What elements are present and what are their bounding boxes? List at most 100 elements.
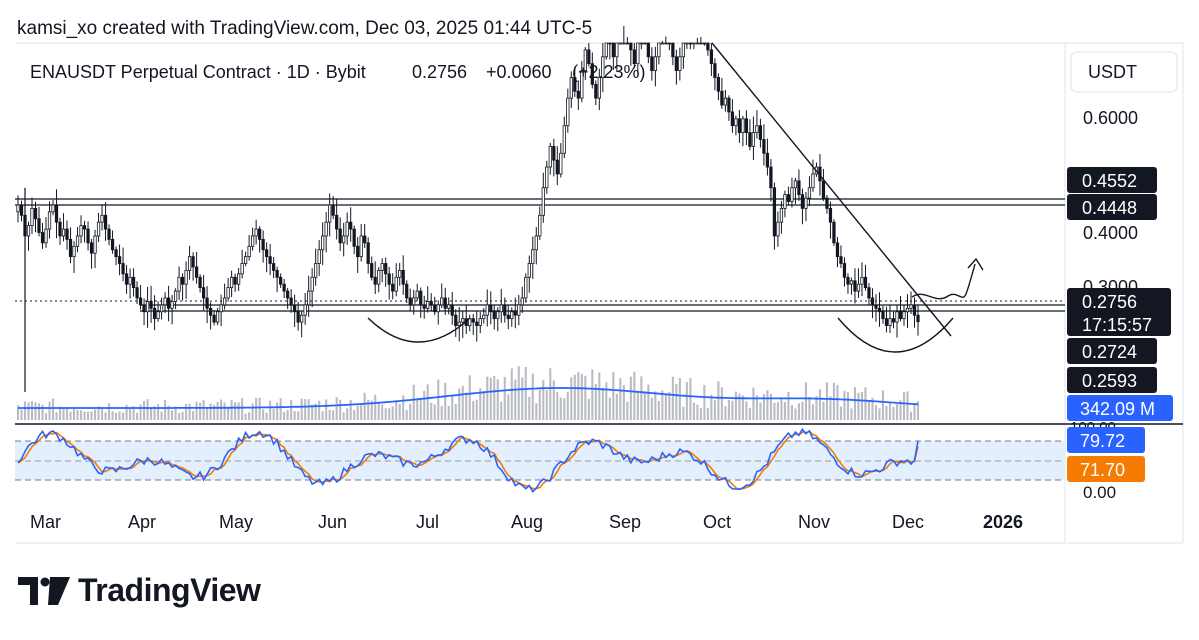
candle-body	[730, 111, 735, 127]
symbol-title[interactable]: ENAUSDT Perpetual Contract · 1D · Bybit	[30, 62, 366, 82]
candle-body	[345, 221, 349, 237]
volume-bar	[150, 407, 153, 420]
candle-body	[636, 42, 640, 65]
volume-bar	[388, 408, 391, 420]
volume-bar	[51, 398, 55, 420]
volume-bar	[223, 402, 226, 420]
volume-bar	[745, 401, 748, 420]
volume-bar	[734, 391, 737, 420]
candle-body	[208, 307, 213, 316]
volume-bar	[321, 411, 324, 420]
currency-button[interactable]	[1070, 51, 1178, 93]
volume-bar	[83, 411, 86, 420]
candle-body	[867, 287, 871, 299]
candle-body	[916, 314, 920, 323]
candle-body	[622, 42, 626, 45]
volume-bar	[300, 398, 303, 420]
candle-body	[349, 221, 353, 230]
candle-body	[426, 301, 430, 309]
candle-body	[447, 304, 451, 309]
stoch-k-line	[17, 427, 919, 494]
descending-trendline[interactable]	[711, 42, 952, 337]
volume-bar	[822, 401, 825, 420]
candle-body	[769, 166, 773, 189]
candle-body	[107, 228, 111, 240]
volume-bar	[657, 400, 660, 420]
candle-body	[166, 297, 171, 309]
volume-bar	[636, 391, 639, 420]
candle-body	[187, 256, 192, 271]
candles[interactable]	[16, 25, 920, 392]
volume-bar	[507, 394, 510, 420]
volume-bar	[598, 372, 601, 420]
volume-bar	[892, 406, 895, 420]
volume-bar	[580, 373, 583, 420]
candle-body	[674, 56, 678, 71]
volume-bar	[405, 410, 408, 420]
volume-bar	[668, 391, 671, 420]
candle-body	[51, 204, 55, 213]
candle-body	[359, 235, 363, 258]
candle-body	[440, 297, 444, 306]
rounded-bottom-nov-dec[interactable]	[837, 317, 954, 353]
candle-body	[601, 56, 605, 78]
volume-bar	[206, 408, 209, 420]
candle-body	[422, 304, 426, 309]
candle-body	[110, 239, 115, 251]
candle-body	[44, 228, 48, 244]
volume-bar	[318, 400, 321, 420]
x-tick-aug: Aug	[511, 512, 543, 532]
price-chart[interactable]: ENAUSDT Perpetual Contract · 1D · Bybit …	[0, 0, 1199, 560]
candle-body	[520, 297, 524, 306]
volume-bar	[157, 404, 160, 420]
volume-bar	[58, 406, 62, 420]
candle-body	[117, 256, 122, 264]
candle-body	[720, 90, 724, 106]
volume-bar	[202, 400, 205, 420]
volume-bar	[829, 396, 832, 420]
volume-bar	[16, 405, 20, 420]
rounded-bottom-jun-jul[interactable]	[367, 317, 471, 343]
candle-body	[279, 276, 283, 285]
volume-bar	[549, 368, 552, 420]
candle-body	[433, 304, 437, 313]
candle-body	[762, 139, 766, 154]
price-badge-3	[1067, 338, 1157, 364]
candle-body	[152, 307, 157, 320]
volume-bar	[790, 405, 793, 420]
volume-bar	[90, 411, 93, 420]
volume-bar	[717, 381, 720, 420]
candle-body	[450, 304, 454, 316]
volume-bar	[360, 403, 363, 420]
volume-bar	[234, 402, 237, 420]
volume-bar	[577, 372, 580, 420]
volume-bar	[62, 407, 65, 420]
candle-body	[244, 256, 248, 264]
candle-body	[194, 266, 199, 278]
volume-bar	[167, 405, 170, 420]
volume-bar	[769, 393, 772, 420]
volume-bar	[878, 408, 881, 420]
candle-body	[384, 263, 388, 275]
legend-change: +0.0060	[486, 62, 552, 82]
volume-bar	[545, 389, 548, 420]
candle-body	[755, 125, 759, 133]
volume-bar	[230, 399, 233, 420]
candle-body	[881, 311, 885, 320]
volume-bar	[916, 401, 920, 420]
volume-bar	[199, 402, 202, 420]
volume-bar	[780, 398, 783, 420]
candle-body	[307, 290, 311, 306]
volume-bar	[262, 409, 265, 420]
projected-path-curve[interactable]	[911, 263, 976, 300]
candle-body	[454, 314, 458, 326]
candle-body	[517, 304, 521, 316]
candle-body	[75, 235, 80, 247]
volume-bar	[384, 408, 387, 420]
volume-bar	[122, 412, 125, 420]
volume-bar	[269, 400, 272, 420]
projected-path-arrowhead[interactable]	[967, 257, 984, 271]
volume-histogram	[16, 366, 920, 420]
candle-body	[765, 152, 770, 168]
volume-bar	[290, 399, 293, 420]
